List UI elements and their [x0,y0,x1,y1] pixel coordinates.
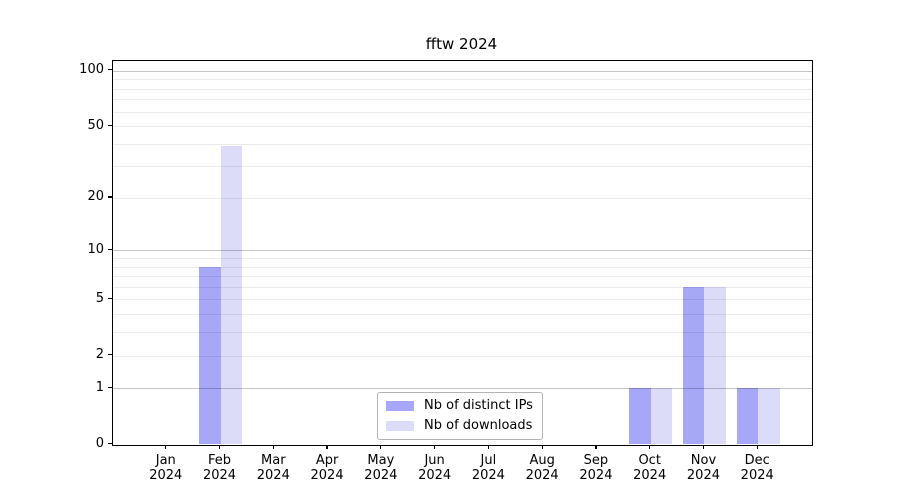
y-tick-label-100: 100 [79,62,104,78]
gridline-2 [113,355,812,357]
y-tick-label-0: 0 [95,436,104,451]
x-tick-label-mar: Mar 2024 [256,452,290,484]
gridline-minor-7 [113,276,812,278]
gridline-50 [113,126,812,128]
gridline-1 [113,388,812,390]
gridline-minor-80 [113,88,812,90]
x-tick-label-jul: Jul 2024 [471,452,505,484]
gridline-100 [113,70,812,72]
bar-nb-of-downloads-nov [704,286,726,445]
x-tick-label-jan: Jan 2024 [149,452,183,484]
gridline-10 [113,250,812,252]
legend-item-downloads: Nb of downloads [386,418,533,434]
y-tick-label-2: 2 [95,347,104,363]
x-tick-label-jun: Jun 2024 [418,452,452,484]
y-tick-label-1: 1 [95,379,104,395]
gridline-minor-90 [113,79,812,81]
x-tick-mark-apr [326,444,328,449]
x-tick-mark-aug [541,444,543,449]
y-tick-mark-100 [108,69,112,71]
y-tick-mark-1 [108,386,112,388]
legend-label-downloads: Nb of downloads [424,418,533,433]
gridline-5 [113,299,812,301]
x-tick-label-may: May 2024 [364,452,398,484]
y-tick-mark-10 [108,248,112,250]
bar-nb-of-downloads-dec [758,388,780,445]
x-tick-mark-mar [272,444,274,449]
x-tick-mark-dec [756,444,758,449]
x-tick-label-sep: Sep 2024 [579,452,613,484]
legend-label-distinct-ips: Nb of distinct IPs [424,398,533,413]
y-tick-mark-0 [108,442,112,445]
legend: Nb of distinct IPs Nb of downloads [377,392,543,440]
bar-nb-of-distinct-ips-dec [736,388,759,445]
bar-nb-of-distinct-ips-oct [629,388,651,445]
x-tick-label-apr: Apr 2024 [310,452,344,484]
y-tick-mark-50 [108,124,112,126]
x-tick-mark-jun [434,444,436,449]
plot-area [112,60,813,446]
x-tick-mark-jul [487,444,489,449]
x-tick-mark-oct [649,444,651,449]
gridline-minor-60 [113,111,812,113]
x-tick-mark-sep [595,444,597,449]
x-tick-label-aug: Aug 2024 [525,452,559,484]
legend-swatch-downloads [386,421,414,431]
y-tick-label-50: 50 [87,117,104,133]
bar-nb-of-distinct-ips-feb [199,266,221,445]
x-tick-label-dec: Dec 2024 [740,452,774,484]
x-tick-label-oct: Oct 2024 [633,452,667,484]
gridline-minor-30 [113,166,812,168]
x-tick-mark-jan [165,444,167,449]
x-tick-label-feb: Feb 2024 [202,452,237,484]
y-tick-label-5: 5 [95,290,104,306]
legend-swatch-distinct-ips [386,401,414,411]
bar-nb-of-downloads-oct [650,388,673,445]
chart-title: fftw 2024 [425,35,498,53]
gridline-minor-4 [113,314,812,316]
y-tick-mark-5 [108,297,112,299]
bar-nb-of-distinct-ips-nov [682,286,705,445]
gridline-minor-3 [113,332,812,334]
bar-nb-of-downloads-feb [220,145,243,445]
gridline-minor-40 [113,143,812,145]
x-tick-label-nov: Nov 2024 [686,452,720,484]
legend-item-distinct-ips: Nb of distinct IPs [386,398,533,414]
y-tick-mark-2 [108,353,112,356]
y-tick-label-10: 10 [87,241,104,257]
gridline-minor-9 [113,258,812,260]
gridline-minor-70 [113,99,812,101]
x-tick-mark-may [380,444,382,449]
x-tick-mark-nov [702,444,705,449]
gridline-20 [113,197,812,199]
gridline-minor-6 [113,286,812,288]
gridline-minor-8 [113,266,812,268]
y-tick-mark-20 [108,196,112,198]
x-tick-mark-feb [218,444,221,449]
y-tick-label-20: 20 [87,189,104,205]
